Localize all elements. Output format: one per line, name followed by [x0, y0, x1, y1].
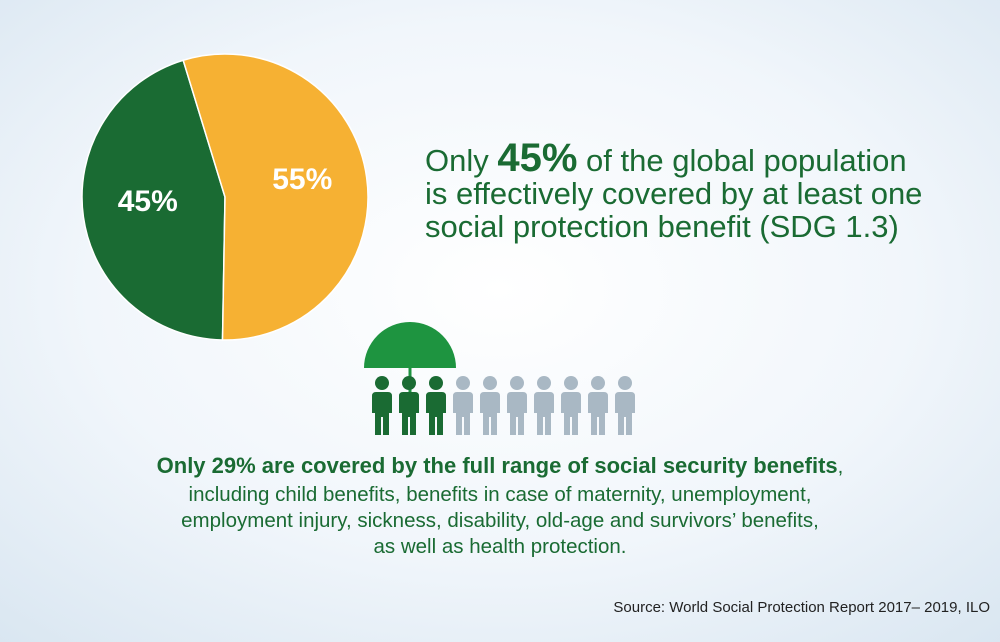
person-body [399, 392, 419, 435]
note-bold: Only 29% are covered by the full range o… [157, 453, 838, 478]
headline-highlight: 45% [497, 136, 577, 180]
person-head [456, 376, 470, 390]
person-body [480, 392, 500, 435]
slice-label: 45% [118, 185, 178, 218]
slice-label: 55% [272, 163, 332, 196]
person-body [507, 392, 527, 435]
person-head [510, 376, 524, 390]
person-body [426, 392, 446, 435]
headline-text: of the global population [577, 143, 906, 178]
people-icons [364, 322, 635, 435]
person-body [534, 392, 554, 435]
person-head [618, 376, 632, 390]
pie-slice [182, 53, 369, 341]
person-head [483, 376, 497, 390]
headline-line: social protection benefit (SDG 1.3) [425, 209, 899, 244]
person-head [591, 376, 605, 390]
person-body [372, 392, 392, 435]
person-body [453, 392, 473, 435]
pie-chart: 45% 55% [81, 53, 369, 341]
person-body [588, 392, 608, 435]
pie-slice [81, 59, 226, 341]
note-line: employment injury, sickness, disability,… [181, 509, 819, 532]
person-body [561, 392, 581, 435]
person-head [402, 376, 416, 390]
person-head [429, 376, 443, 390]
headline-text: Only [425, 143, 497, 178]
note-line: as well as health protection. [374, 535, 627, 558]
person-body [615, 392, 635, 435]
headline-line: Only 45% of the global population [425, 136, 907, 180]
source: Source: World Social Protection Report 2… [613, 599, 990, 616]
note-text: , [838, 455, 844, 478]
person-head [375, 376, 389, 390]
headline-line: is effectively covered by at least one [425, 176, 922, 211]
note-line: Only 29% are covered by the full range o… [157, 453, 844, 478]
person-head [537, 376, 551, 390]
umbrella [364, 322, 456, 368]
person-head [564, 376, 578, 390]
note-line: including child benefits, benefits in ca… [189, 483, 812, 506]
